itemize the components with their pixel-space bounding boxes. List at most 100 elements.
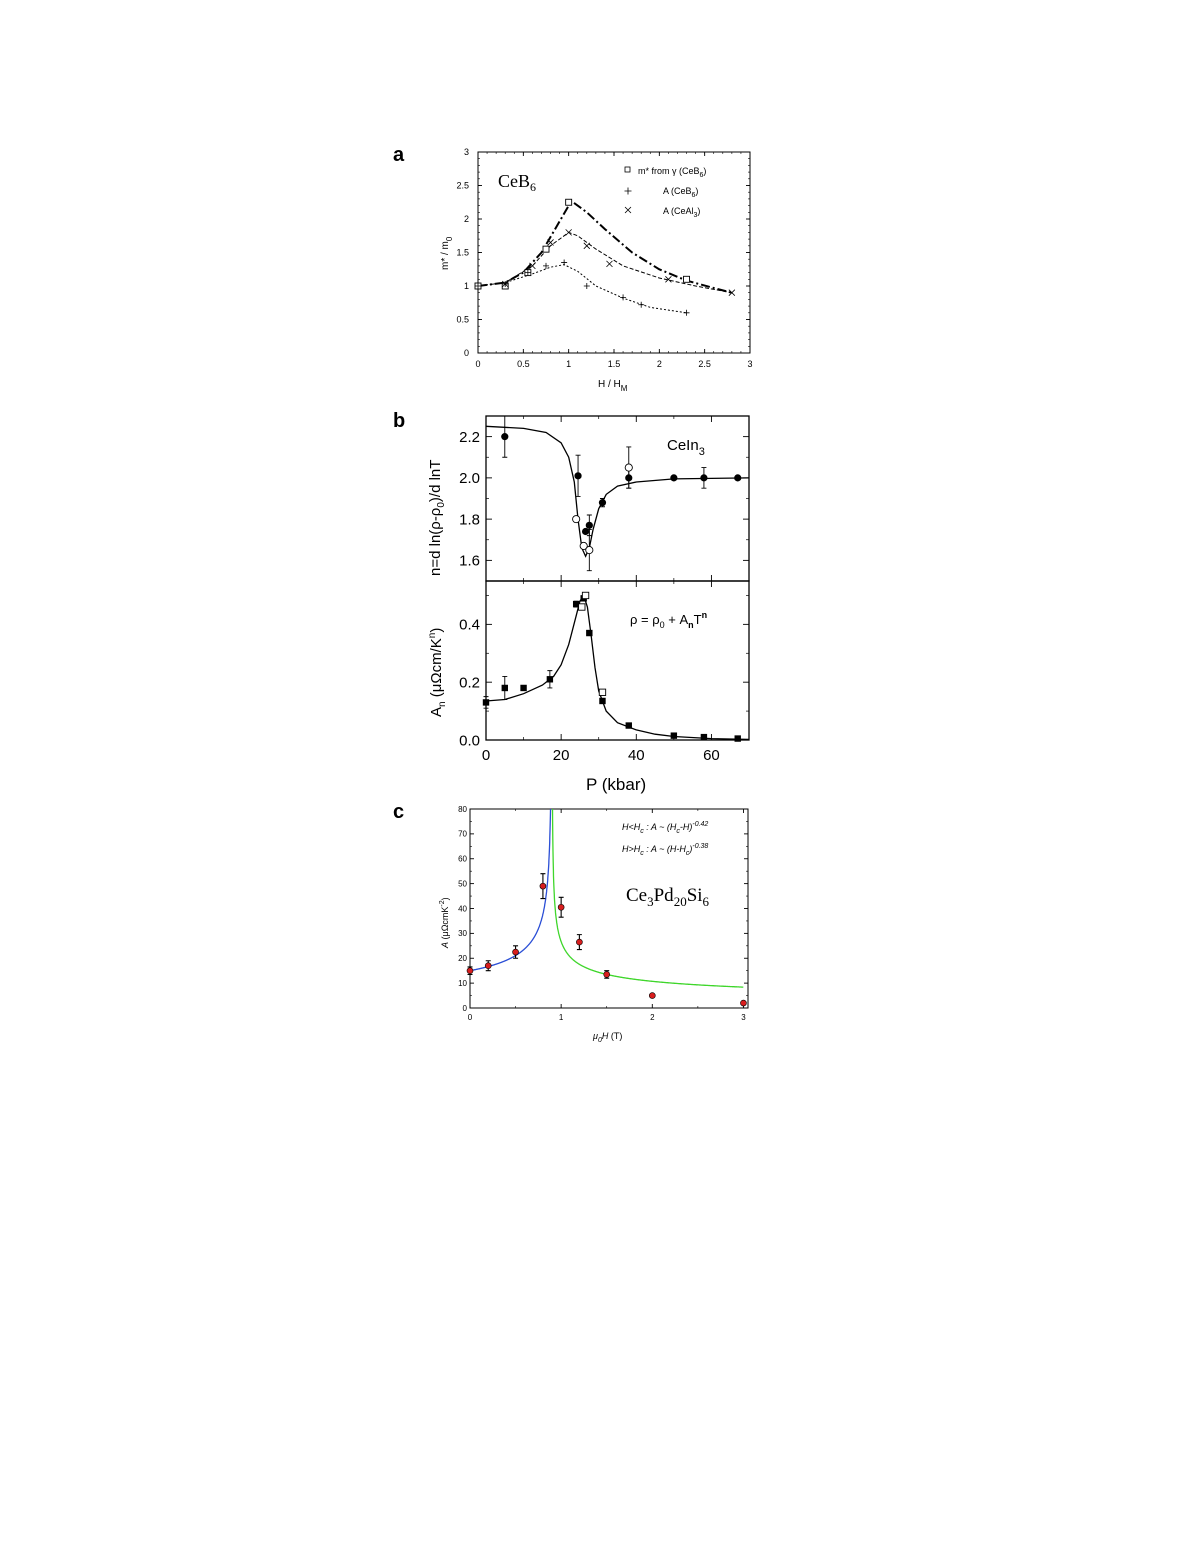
chart-b-bottom-series-0-point <box>734 735 741 742</box>
chart-c-xlabel: μ0H (T) <box>592 1031 622 1044</box>
chart-c-ytick-label: 20 <box>458 954 467 963</box>
chart-b-bottom-ytick-label: 0.2 <box>459 674 480 691</box>
chart-a-series-1-point <box>683 309 690 316</box>
chart-c-point <box>512 948 519 956</box>
chart-b-top-series-1-point <box>585 546 594 555</box>
chart-a-series-2-point <box>501 280 509 288</box>
chart-a-ytick-label: 0.5 <box>456 315 469 325</box>
chart-c-point <box>576 938 583 946</box>
chart-a: 0 0.5 1 1.5 2 2.5 3 0 0.5 1 1.5 2 2.5 3 CeB6 m* from … <box>440 147 753 393</box>
chart-a-series-2-point <box>606 260 613 268</box>
legend-label-m-gamma: m* from γ (CeB6) <box>638 166 706 179</box>
chart-b-top-ylabel: n=d ln(ρ-ρ0)/d lnT <box>427 460 447 576</box>
chart-a-series-2-point <box>665 276 672 283</box>
chart-a-legend: m* from γ (CeB6) A (CeB6) A (CeAl3) <box>624 166 706 219</box>
chart-b-xlabel: P (kbar) <box>586 775 646 794</box>
chart-a-series-0-point <box>683 275 690 283</box>
chart-a-series-2-point <box>529 262 536 270</box>
chart-b-bottom-series-0-point <box>586 629 593 637</box>
chart-b-bottom-frame <box>485 580 750 741</box>
chart-c-point <box>603 971 611 978</box>
chart-c-ytick-label: 50 <box>458 879 467 888</box>
chart-b-bottom-series-1-point <box>581 591 590 600</box>
legend-marker-cross <box>624 206 632 214</box>
chart-b-top-frame <box>485 415 750 582</box>
chart-a-series-2-point <box>547 239 554 246</box>
chart-a-xlabel: H / HM <box>598 379 628 393</box>
chart-a-series-2-curve <box>477 231 732 294</box>
legend-marker-square <box>624 166 631 173</box>
chart-c-ytick-label: 0 <box>463 1004 468 1013</box>
chart-b-bottom-ylabel: An (μΩcm/Kn) <box>427 628 448 717</box>
chart-a-ylabel: m* / m0 <box>440 236 454 270</box>
chart-b-top-series-1-point <box>572 515 581 524</box>
chart-a-xtick-label: 0 <box>475 359 480 369</box>
chart-a-xtick-label: 3 <box>747 359 752 369</box>
chart-b-top-series-0-point <box>585 521 593 529</box>
chart-c-fit-below-curve <box>470 809 552 972</box>
inset-cein3-main: CeIn <box>667 437 699 454</box>
chart-c-ytick-label: 60 <box>458 855 467 864</box>
chart-a-ytick-label: 1.5 <box>456 248 469 258</box>
chart-c-xtick-label: 1 <box>559 1013 564 1022</box>
chart-b-bottom-series-1-point <box>598 688 607 696</box>
chart-b-top-series-0-point <box>670 474 678 482</box>
chart-b-top-series-0-point <box>734 474 742 482</box>
chart-c-ytick-label: 40 <box>458 904 467 913</box>
panel-letter-b: b <box>393 410 405 432</box>
chart-c-point <box>484 962 492 970</box>
chart-c-fit-above-curve <box>551 809 744 988</box>
chart-b-top-series-1-point <box>624 463 633 472</box>
chart-b-bottom-series-0-point <box>501 684 508 692</box>
chart-a-ytick-label: 1 <box>464 281 469 291</box>
chart-b-bottom-ytick-label: 0.0 <box>459 732 480 749</box>
chart-a-series-1-point <box>543 262 549 269</box>
chart-b-xtick-label: 0 <box>482 747 490 764</box>
chart-b-bottom-series-0-point <box>625 722 632 729</box>
legend-marker-plus <box>624 187 632 195</box>
chart-b: 0 20 40 60 1.6 1.8 2.0 2.2 0.0 0.2 0.4 CeIn3 ρ = ρ… <box>427 415 750 794</box>
chart-b-bottom-series-1-point <box>578 603 586 611</box>
chart-c-ylabel: A (μΩcmK-2) <box>439 897 450 949</box>
chart-b-inset-label: CeIn3 <box>667 437 705 458</box>
chart-b-annotation: ρ = ρ0 + AnTn <box>630 610 707 630</box>
chart-b-bottom-curve <box>485 594 750 741</box>
chart-c-xtick-label: 3 <box>741 1013 746 1022</box>
chart-b-top-ytick-label: 1.8 <box>459 511 480 528</box>
inset-cein3-sub: 3 <box>699 446 705 458</box>
chart-b-xtick-label: 40 <box>628 747 645 764</box>
chart-a-series-1-point <box>638 301 645 308</box>
chart-a-xtick-label: 1 <box>566 359 571 369</box>
chart-b-top-series-0-point <box>574 472 582 480</box>
inset-ceb6-main: CeB <box>498 171 530 191</box>
chart-a-ytick-label: 2 <box>464 214 469 224</box>
chart-c-xtick-label: 2 <box>650 1013 655 1022</box>
chart-a-ytick-label: 2.5 <box>456 181 469 191</box>
panel-letter-c: c <box>393 801 404 823</box>
chart-c-inset-label: Ce3Pd20Si6 <box>626 885 710 909</box>
chart-a-series-2-point <box>565 229 572 236</box>
chart-b-top-ytick-label: 2.0 <box>459 470 480 487</box>
chart-b-top-series-0-point <box>598 499 607 507</box>
chart-c-ytick-label: 30 <box>458 929 467 938</box>
chart-b-bottom-series-0-point <box>520 684 527 692</box>
panel-letter-a: a <box>393 144 405 166</box>
chart-b-top-ytick-label: 2.2 <box>459 429 480 446</box>
chart-c-point <box>648 992 656 999</box>
chart-c-point <box>740 999 747 1007</box>
chart-b-top-ytick-label: 1.6 <box>459 553 480 570</box>
chart-a-ytick-label: 0 <box>464 348 469 358</box>
chart-c-point <box>539 882 547 890</box>
chart-b-bottom-series-0-point <box>546 676 554 683</box>
chart-b-top-series-0-point <box>700 474 708 482</box>
chart-c-ytick-label: 10 <box>458 979 467 988</box>
chart-a-inset-label: CeB6 <box>498 171 536 194</box>
chart-a-series-1-point <box>620 294 627 301</box>
legend-label-a-ceal3: A (CeAl3) <box>663 206 700 219</box>
chart-a-xtick-label: 1.5 <box>608 359 621 369</box>
chart-a-series-1-point <box>475 283 481 289</box>
chart-b-bottom-series-0-point <box>482 699 490 706</box>
chart-a-ytick-label: 3 <box>464 147 469 157</box>
chart-b-bottom-series-0-point <box>700 733 708 741</box>
